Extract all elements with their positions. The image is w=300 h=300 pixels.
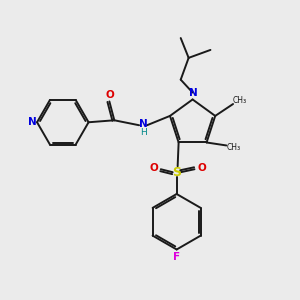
Text: N: N bbox=[189, 88, 198, 98]
Text: S: S bbox=[172, 166, 181, 179]
Text: N: N bbox=[139, 119, 147, 129]
Text: CH₃: CH₃ bbox=[233, 96, 247, 105]
Text: H: H bbox=[140, 128, 146, 137]
Text: F: F bbox=[173, 252, 180, 262]
Text: O: O bbox=[149, 163, 158, 173]
Text: CH₃: CH₃ bbox=[226, 143, 240, 152]
Text: O: O bbox=[105, 89, 114, 100]
Text: N: N bbox=[28, 117, 37, 127]
Text: O: O bbox=[197, 163, 206, 173]
